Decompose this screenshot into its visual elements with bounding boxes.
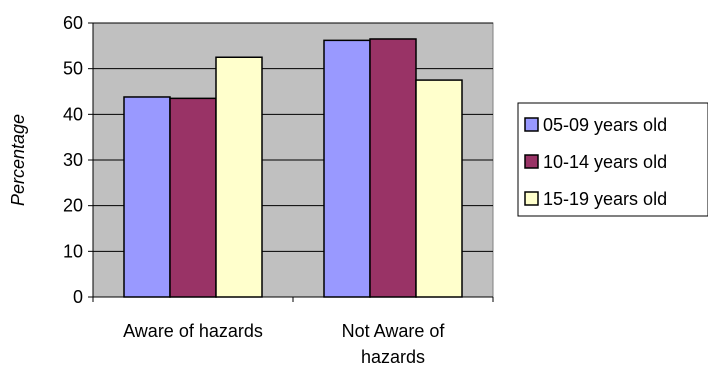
legend-swatch [524,154,539,169]
y-tick-label: 0 [73,287,83,307]
y-axis-title: Percentage [8,114,28,206]
x-axis: Aware of hazards Not Aware of hazards [92,296,494,367]
legend-swatch [524,117,539,132]
y-tick-label: 10 [63,241,83,261]
bars [123,38,463,298]
legend-label: 10-14 years old [543,152,667,172]
x-category-label: Aware of hazards [123,321,263,341]
y-tick-label: 40 [63,104,83,124]
bar [415,79,463,298]
x-category-label: Not Aware of hazards [342,321,446,367]
y-tick-label: 60 [63,13,83,33]
bar [123,96,171,298]
legend-swatch [524,191,539,206]
bar [369,38,417,298]
y-tick-label: 20 [63,196,83,216]
y-tick-label: 50 [63,59,83,79]
legend-box [517,102,708,217]
y-tick-label: 30 [63,150,83,170]
y-axis: 0 10 20 30 40 50 60 [63,13,94,307]
legend: 05-09 years old 10-14 years old 15-19 year… [517,102,708,217]
bar [323,39,371,298]
bar [215,56,263,298]
legend-label: 05-09 years old [543,115,667,135]
legend-label: 15-19 years old [543,189,667,209]
bar [169,97,217,298]
